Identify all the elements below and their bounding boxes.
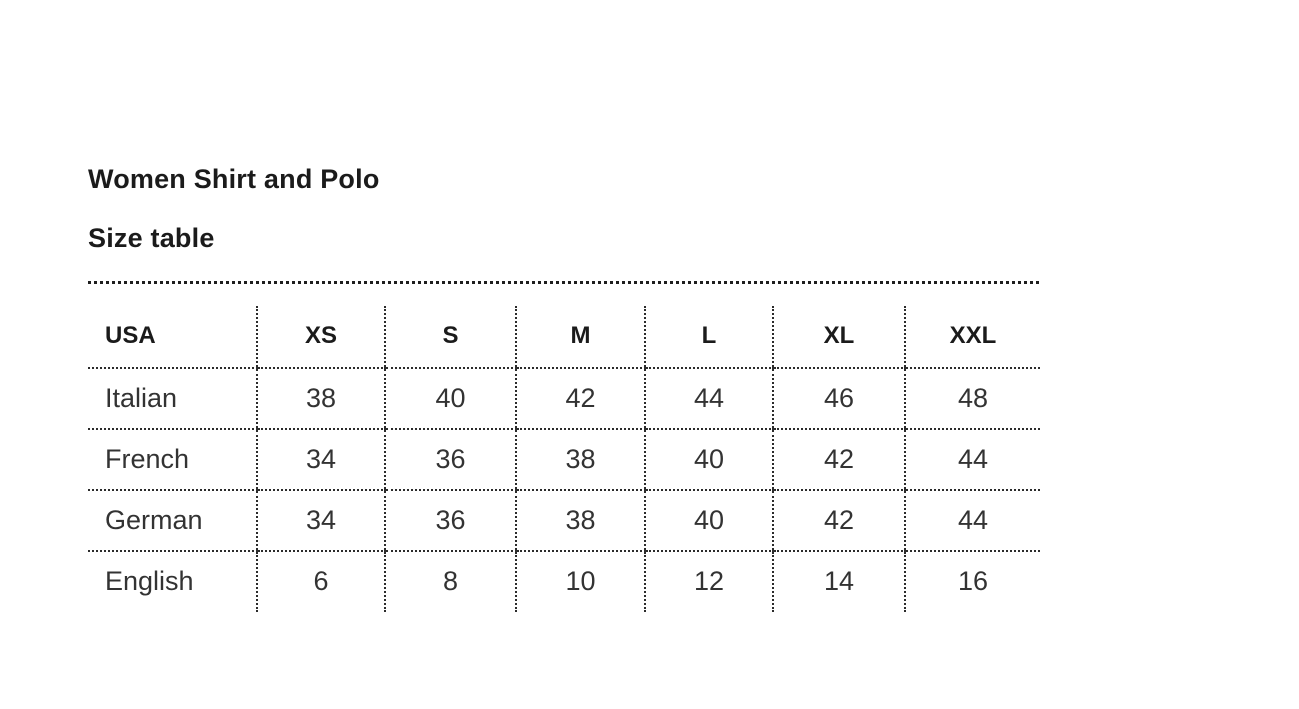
table-cell: 42 bbox=[515, 367, 645, 430]
table-cell: 6 bbox=[256, 550, 385, 612]
row-label: English bbox=[105, 566, 194, 597]
table-cell: 46 bbox=[772, 367, 905, 430]
page-title: Women Shirt and Polo bbox=[88, 164, 380, 194]
table-row-english: English 6 8 10 12 14 16 bbox=[88, 550, 1040, 612]
dotted-divider bbox=[88, 280, 1040, 284]
table-cell: 48 bbox=[904, 367, 1040, 430]
table-cell: 12 bbox=[644, 550, 773, 612]
table-header-cell-xl: XL bbox=[772, 305, 905, 369]
size-guide-content: Women Shirt and Polo Size table USA XS S… bbox=[88, 163, 1040, 612]
table-cell: 38 bbox=[515, 428, 645, 491]
table-cell: 44 bbox=[904, 489, 1040, 552]
row-label: German bbox=[88, 489, 257, 552]
size-conversion-table: USA XS S M L XL XXL Italian 38 40 42 44 … bbox=[88, 305, 1040, 612]
page-subtitle: Size table bbox=[88, 223, 215, 254]
table-header-cell-m: M bbox=[515, 305, 645, 369]
table-cell: 34 bbox=[256, 428, 385, 491]
table-cell: 42 bbox=[772, 489, 905, 552]
table-cell: 40 bbox=[384, 367, 516, 430]
table-row-italian: Italian 38 40 42 44 46 48 bbox=[88, 367, 1040, 430]
table-header-cell-xxl: XXL bbox=[904, 305, 1040, 369]
table-cell: 38 bbox=[256, 367, 385, 430]
table-cell: 36 bbox=[384, 428, 516, 491]
table-row-french: French 34 36 38 40 42 44 bbox=[88, 428, 1040, 491]
table-header-cell-l: L bbox=[644, 305, 773, 369]
row-label: Italian bbox=[88, 367, 257, 430]
table-cell: 10 bbox=[515, 550, 645, 612]
table-header-cell-usa: USA bbox=[88, 305, 257, 369]
table-cell: 44 bbox=[644, 367, 773, 430]
table-cell: 38 bbox=[515, 489, 645, 552]
table-cell: 14 bbox=[772, 550, 905, 612]
table-cell: 16 bbox=[904, 550, 1040, 612]
row-label: French bbox=[88, 428, 257, 491]
table-cell: 34 bbox=[256, 489, 385, 552]
table-cell: 36 bbox=[384, 489, 516, 552]
table-cell: 44 bbox=[904, 428, 1040, 491]
table-row-german: German 34 36 38 40 42 44 bbox=[88, 489, 1040, 552]
table-cell: 8 bbox=[384, 550, 516, 612]
table-cell: 42 bbox=[772, 428, 905, 491]
table-cell: 40 bbox=[644, 428, 773, 491]
table-header-cell-s: S bbox=[384, 305, 516, 369]
table-cell: 40 bbox=[644, 489, 773, 552]
table-header-cell-xs: XS bbox=[256, 305, 385, 369]
table-header-row: USA XS S M L XL XXL bbox=[88, 305, 1040, 369]
